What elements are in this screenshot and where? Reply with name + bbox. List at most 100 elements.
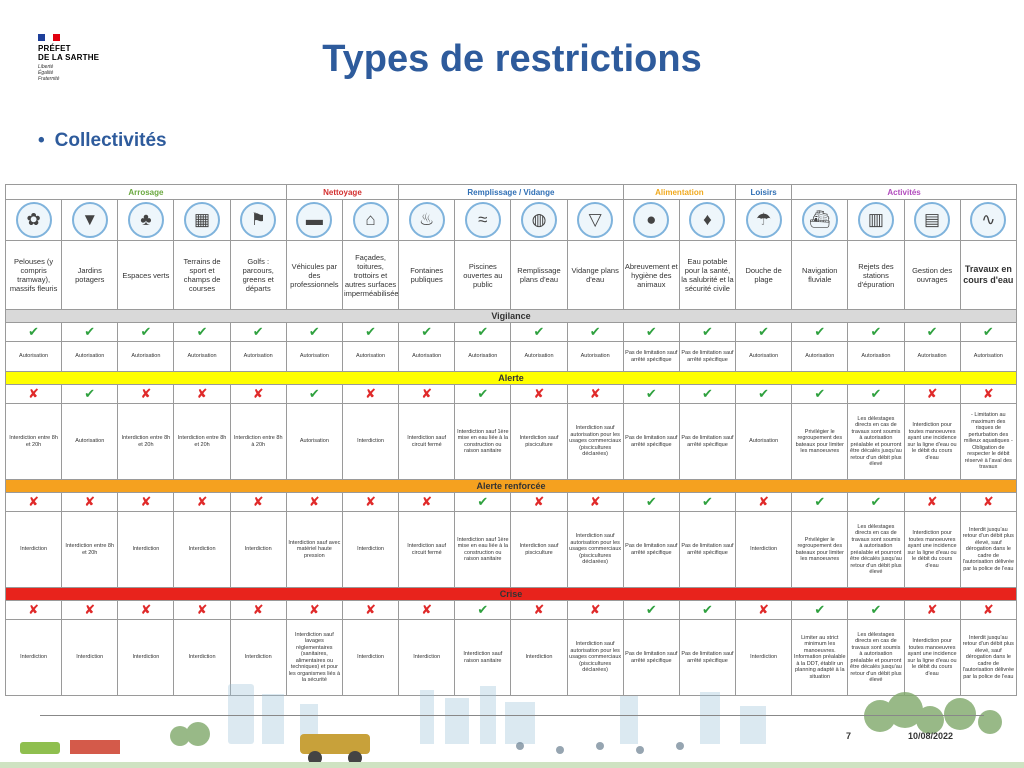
slide-date: 10/08/2022 xyxy=(908,731,954,741)
rule-text: Interdiction xyxy=(117,511,175,588)
landscape-illustration xyxy=(0,684,1024,768)
category-header: Alimentation xyxy=(622,184,737,200)
footer-divider xyxy=(40,715,984,716)
cross-icon: ✘ xyxy=(566,600,624,620)
rule-text: Interdiction sauf circuit fermé xyxy=(398,403,456,480)
rule-text: Interdiction sauf raison sanitaire xyxy=(454,619,512,696)
rule-text: Autorisation xyxy=(398,341,456,372)
rule-text: Autorisation xyxy=(229,341,287,372)
icon-cell: ◍ xyxy=(510,199,568,241)
checkmark-icon: ✔ xyxy=(903,322,961,342)
logo-motto-2: Égalité xyxy=(38,70,54,76)
icon-cell: ☂ xyxy=(735,199,793,241)
restrictions-table-container: Arrosage Nettoyage Remplissage / Vidange Al… xyxy=(4,184,1018,696)
checkmark-icon: ✔ xyxy=(622,322,680,342)
rule-text: Pas de limitation sauf arrêté spécifique xyxy=(622,619,680,696)
icon-cell: ⛴ xyxy=(791,199,849,241)
rule-text: Autorisation xyxy=(4,341,63,372)
river-icon: ∿ xyxy=(970,202,1007,238)
flower-icon: ✿ xyxy=(15,202,52,238)
status-symbol-row: ✘ ✘ ✘ ✘ ✘ ✘ ✘ ✘ ✔ ✘ ✘ ✔ ✔ ✘ ✔ ✔ ✘ ✘ xyxy=(4,600,1018,620)
icon-cell: ▬ xyxy=(285,199,343,241)
category-row: Arrosage Nettoyage Remplissage / Vidange Al… xyxy=(5,184,1017,200)
cross-icon: ✘ xyxy=(903,492,961,512)
rule-text-row: Interdiction entre 8h et 20h Autorisation… xyxy=(4,403,1018,480)
column-label: Golfs : parcours, greens et départs xyxy=(229,240,287,310)
rule-text: Limiter au strict minimum les manoeuvres… xyxy=(791,619,849,696)
rule-text: Interdiction entre 8h et 20h xyxy=(61,511,119,588)
tree-icon: ♣ xyxy=(127,202,164,238)
rule-text: Autorisation xyxy=(847,341,905,372)
cross-icon: ✘ xyxy=(117,600,175,620)
rule-text: Interdiction entre 8h et 20h xyxy=(173,403,231,480)
status-symbol-row: ✘ ✔ ✘ ✘ ✘ ✔ ✘ ✘ ✔ ✘ ✘ ✔ ✔ ✔ ✔ ✔ ✘ ✘ xyxy=(4,384,1018,404)
bullet-dot: • xyxy=(38,130,45,151)
prefecture-logo: PRÉFET DE LA SARTHE Liberté Égalité Frat… xyxy=(38,34,118,82)
rule-text: Autorisation xyxy=(566,341,624,372)
category-header: Arrosage xyxy=(5,184,287,200)
rule-text: Interdiction entre 8h à 20h xyxy=(229,403,287,480)
icon-cell: ⚑ xyxy=(229,199,287,241)
column-label: Vidange plans d'eau xyxy=(566,240,624,310)
checkmark-icon: ✔ xyxy=(398,322,456,342)
cross-icon: ✘ xyxy=(510,492,568,512)
rule-text: Pas de limitation sauf arrêté spécifique xyxy=(622,511,680,588)
logo-motto-1: Liberté xyxy=(38,64,54,70)
cross-icon: ✘ xyxy=(285,492,343,512)
checkmark-icon: ✔ xyxy=(61,322,119,342)
page-number: 7 xyxy=(846,731,852,741)
rule-text: Interdiction sauf avec matériel haute pr… xyxy=(285,511,343,588)
golf-icon: ⚑ xyxy=(240,202,277,238)
cross-icon: ✘ xyxy=(510,600,568,620)
water-drop-icon: ♦ xyxy=(689,202,726,238)
checkmark-icon: ✔ xyxy=(847,600,905,620)
checkmark-icon: ✔ xyxy=(454,600,512,620)
rule-text: Privilégier le regroupement des bateaux … xyxy=(791,403,849,480)
rule-text-row: Interdiction Interdiction Interdiction Inte… xyxy=(4,619,1018,696)
rule-text: Interdiction sauf autorisation pour les … xyxy=(566,619,624,696)
cross-icon: ✘ xyxy=(173,492,231,512)
cross-icon: ✘ xyxy=(4,384,63,404)
status-symbol-row: ✘ ✘ ✘ ✘ ✘ ✘ ✘ ✘ ✔ ✘ ✘ ✔ ✔ ✘ ✔ ✔ ✘ ✘ xyxy=(4,492,1018,512)
checkmark-icon: ✔ xyxy=(847,492,905,512)
checkmark-icon: ✔ xyxy=(678,492,737,512)
column-label: Navigation fluviale xyxy=(791,240,849,310)
rule-text: Interdiction entre 8h et 20h xyxy=(117,403,175,480)
cross-icon: ✘ xyxy=(4,600,63,620)
logo-motto-3: Fraternité xyxy=(38,76,60,82)
rule-text: Privilégier le regroupement des bateaux … xyxy=(791,511,849,588)
cross-icon: ✘ xyxy=(341,384,400,404)
rule-text: Interdiction sauf lavages réglementaires… xyxy=(285,619,343,696)
cross-icon: ✘ xyxy=(959,600,1018,620)
cross-icon: ✘ xyxy=(566,492,624,512)
restrictions-table: Arrosage Nettoyage Remplissage / Vidange Al… xyxy=(4,184,1018,696)
checkmark-icon: ✔ xyxy=(791,322,849,342)
checkmark-icon: ✔ xyxy=(285,322,343,342)
rule-text-row: Autorisation Autorisation Autorisation Auto… xyxy=(4,341,1018,372)
rule-text: Interdiction xyxy=(4,619,63,696)
checkmark-icon: ✔ xyxy=(173,322,231,342)
column-label: Remplissage plans d'eau xyxy=(510,240,568,310)
checkmark-icon: ✔ xyxy=(341,322,400,342)
rule-text: Interdiction xyxy=(341,511,400,588)
rule-text: Autorisation xyxy=(510,341,568,372)
column-label: Gestion des ouvrages xyxy=(903,240,961,310)
checkmark-icon: ✔ xyxy=(959,322,1018,342)
flag-icon xyxy=(38,34,60,41)
rule-text: Interdiction sauf pisciculture xyxy=(510,511,568,588)
column-label: Travaux en cours d'eau xyxy=(959,240,1018,310)
column-label: Façades, toitures, trottoirs et autres s… xyxy=(341,240,400,310)
checkmark-icon: ✔ xyxy=(622,600,680,620)
rule-text: Interdiction xyxy=(173,619,231,696)
icon-cell: ● xyxy=(622,199,680,241)
rule-text: Les délestages directs en cas de travaux… xyxy=(847,619,905,696)
cross-icon: ✘ xyxy=(61,600,119,620)
rule-text: Interdiction sauf autorisation pour les … xyxy=(566,511,624,588)
level-band-row: Vigilance xyxy=(5,309,1017,323)
carrot-icon: ▼ xyxy=(71,202,108,238)
checkmark-icon: ✔ xyxy=(678,600,737,620)
cross-icon: ✘ xyxy=(735,600,793,620)
cross-icon: ✘ xyxy=(61,492,119,512)
drain-icon: ▽ xyxy=(577,202,614,238)
column-label: Douche de plage xyxy=(735,240,793,310)
